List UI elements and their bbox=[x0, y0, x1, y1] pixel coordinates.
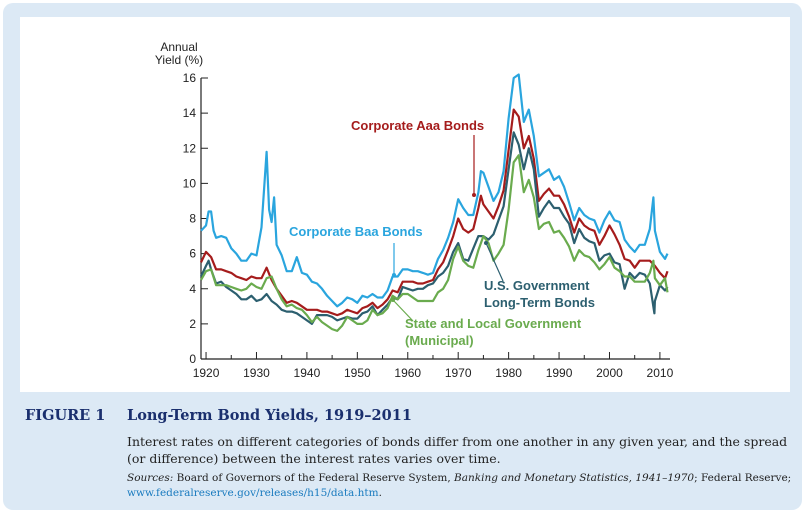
y-tick-label: 16 bbox=[183, 71, 197, 85]
annotation-us-government: Long-Term Bonds bbox=[484, 295, 595, 310]
x-tick-label: 2000 bbox=[596, 366, 623, 380]
y-tick-label: 0 bbox=[189, 352, 196, 366]
y-tick-label: 6 bbox=[189, 247, 196, 261]
plot-area: 0 2 4 6 8 10 12 14 16 1920 1930 1940 1950 1960 1970 198… bbox=[20, 17, 790, 392]
annotation-corporate-aaa-leader-dot bbox=[472, 193, 476, 197]
y-axis-title: Annual bbox=[160, 40, 197, 54]
y-tick-label: 14 bbox=[183, 106, 197, 120]
y-tick-label: 8 bbox=[189, 212, 196, 226]
y-tick-label: 12 bbox=[183, 141, 197, 155]
sources-prefix: Sources: bbox=[127, 472, 174, 484]
annotation-corporate-aaa: Corporate Aaa Bonds bbox=[351, 118, 484, 133]
x-tick-label: 1970 bbox=[445, 366, 472, 380]
sources-end: . bbox=[378, 487, 382, 499]
y-tick-label: 2 bbox=[189, 317, 196, 331]
x-tick-label: 1990 bbox=[546, 366, 573, 380]
x-tick-label: 2010 bbox=[647, 366, 674, 380]
sources-text-2: ; Federal Reserve; bbox=[694, 472, 792, 484]
annotation-municipal: (Municipal) bbox=[405, 333, 474, 348]
x-tick-label: 1980 bbox=[495, 366, 522, 380]
figure-sources: Sources: Board of Governors of the Feder… bbox=[127, 471, 795, 501]
series-line-corporate-baa bbox=[200, 73, 669, 308]
y-axis-title: Yield (%) bbox=[155, 53, 203, 67]
figure-panel: 0 2 4 6 8 10 12 14 16 1920 1930 1940 1950 1960 1970 198… bbox=[3, 3, 802, 510]
x-tick-label: 1920 bbox=[193, 366, 220, 380]
sources-text-1: Board of Governors of the Federal Reserv… bbox=[173, 472, 455, 484]
annotation-municipal: State and Local Government bbox=[405, 316, 582, 331]
annotation-corporate-baa: Corporate Baa Bonds bbox=[289, 224, 423, 239]
series-line-us-government bbox=[200, 131, 669, 325]
series-line-corporate-aaa bbox=[200, 108, 669, 317]
x-tick-label: 1950 bbox=[344, 366, 371, 380]
annotation-us-government-leader bbox=[485, 242, 504, 282]
x-tick-label: 1930 bbox=[243, 366, 270, 380]
y-tick-label: 4 bbox=[189, 282, 196, 296]
sources-link[interactable]: www.federalreserve.gov/releases/h15/data… bbox=[127, 487, 379, 499]
annotation-corporate-baa-leader-dot bbox=[392, 273, 396, 277]
figure-heading: FIGURE 1 Long-Term Bond Yields, 1919–2011 bbox=[25, 407, 795, 424]
x-tick-label: 1960 bbox=[394, 366, 421, 380]
series-line-municipal bbox=[200, 154, 669, 332]
figure-number: FIGURE 1 bbox=[25, 407, 106, 424]
annotation-us-government: U.S. Government bbox=[484, 278, 590, 293]
y-tick-label: 10 bbox=[183, 176, 197, 190]
annotation-municipal-leader bbox=[392, 299, 414, 322]
sources-italic-title: Banking and Monetary Statistics, 1941–19… bbox=[454, 472, 695, 484]
bond-yields-chart: 0 2 4 6 8 10 12 14 16 1920 1930 1940 1950 1960 1970 198… bbox=[155, 40, 674, 380]
annotation-municipal-leader-dot bbox=[391, 298, 395, 302]
figure-caption: FIGURE 1 Long-Term Bond Yields, 1919–2011… bbox=[25, 407, 795, 501]
figure-description: Interest rates on different categories o… bbox=[127, 434, 788, 466]
x-tick-label: 1940 bbox=[294, 366, 321, 380]
annotation-us-government-leader-dot bbox=[484, 241, 488, 245]
figure-title: Long-Term Bond Yields, 1919–2011 bbox=[127, 407, 412, 424]
